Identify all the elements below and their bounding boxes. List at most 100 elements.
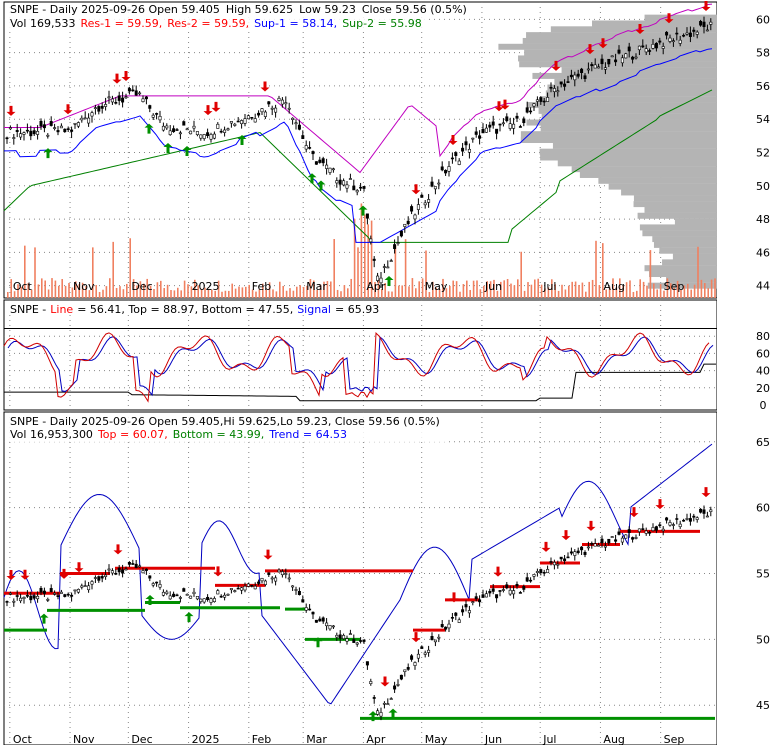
panel-2-header-text: Line [50, 303, 73, 316]
panel-1-header-legend: Sup-1 = 58.14, [254, 17, 337, 30]
candle-body [437, 182, 441, 185]
oscillator-bottom-line [4, 363, 716, 402]
candle-body [114, 102, 118, 104]
buy-signal-arrow [184, 612, 194, 623]
candle-body [8, 127, 12, 130]
sell-signal-arrow [63, 104, 73, 115]
candle-body [223, 129, 227, 133]
volume-profile-bar [520, 131, 777, 138]
candle-body [229, 588, 233, 591]
candle-body [471, 601, 475, 603]
volume-bar [262, 283, 264, 298]
candle-body [641, 528, 645, 530]
candle-body [22, 597, 26, 599]
candle-body [607, 58, 611, 65]
sell-signal-arrow [541, 541, 551, 552]
candle-body [457, 619, 461, 623]
volume-bar [384, 283, 386, 298]
volume-bar [75, 281, 77, 298]
candle-body [274, 577, 278, 582]
candle-body [148, 575, 152, 579]
volume-bar [625, 282, 628, 298]
candle-body [563, 558, 567, 562]
candle-body [508, 589, 512, 595]
volume-bar [714, 278, 716, 298]
volume-bar [455, 281, 458, 298]
panel-3-header-legend: Vol 16,953,300 [10, 428, 93, 441]
candle-body [76, 122, 80, 127]
candle-body [66, 593, 70, 596]
volume-bar [574, 281, 577, 298]
sell-signal-arrow [6, 570, 16, 581]
buy-signal-arrow [163, 142, 173, 153]
panel-3-x-tick-label: Dec [131, 733, 152, 745]
volume-bar [632, 291, 635, 298]
candle-body [668, 37, 672, 42]
candle-body [430, 181, 434, 187]
volume-bar [398, 285, 400, 298]
candle-body [542, 571, 546, 574]
volume-bar [105, 286, 108, 298]
candle-body [376, 275, 380, 281]
sell-signal-arrow [655, 499, 665, 510]
volume-bar [143, 283, 145, 298]
volume-bar [415, 288, 417, 298]
candle-body [461, 147, 465, 152]
panel-1-header-legend: Vol 169,533 [10, 17, 75, 30]
buy-signal-arrow [43, 148, 53, 159]
candle-body [338, 634, 342, 639]
candle-body [83, 585, 87, 587]
candle-body [505, 116, 509, 122]
volume-bar [690, 289, 692, 298]
candle-body [189, 130, 193, 135]
candle-body [692, 515, 696, 518]
volume-bar [510, 283, 512, 298]
volume-profile-bar [545, 90, 777, 97]
candle-body [348, 178, 352, 180]
candle-body [542, 100, 546, 103]
candle-body [437, 636, 441, 639]
panel-1-x-tick-label: Feb [252, 280, 271, 293]
candle-body [158, 116, 162, 121]
panel-3-header-background [6, 414, 446, 442]
panel-1-x-tick-label: Mar [306, 280, 327, 293]
buy-signal-arrow [307, 173, 317, 184]
sell-signal-arrow [551, 60, 561, 71]
candle-body [546, 97, 550, 102]
volume-bar [656, 289, 658, 298]
volume-bar [411, 278, 414, 298]
volume-bar [605, 289, 607, 298]
candle-body [178, 597, 182, 599]
volume-bar [353, 218, 356, 298]
candle-body [90, 581, 94, 585]
volume-bar [663, 290, 665, 298]
panel-1-y-tick-label: 48 [756, 213, 770, 226]
candle-body [600, 58, 604, 65]
volume-bar [438, 289, 441, 298]
candle-body [590, 64, 594, 67]
sell-signal-arrow [380, 676, 390, 687]
candle-body [597, 66, 601, 69]
res-line [4, 3, 713, 174]
candle-body [155, 113, 159, 115]
candle-body [365, 213, 369, 219]
volume-bar [163, 288, 165, 298]
volume-bar [435, 287, 437, 298]
candle-body [678, 523, 682, 528]
sell-signal-arrow [74, 562, 84, 573]
candle-body [138, 565, 142, 568]
candle-body [362, 186, 366, 189]
candle-body [522, 586, 526, 590]
candle-body [148, 105, 152, 109]
volume-bar [136, 285, 138, 298]
panel-3-candles [5, 505, 713, 721]
panel-3-x-tick-label: Sep [664, 733, 685, 745]
volume-bar [489, 281, 492, 298]
candle-body [488, 124, 492, 128]
candle-body [342, 180, 346, 186]
volume-bar [547, 287, 550, 298]
panel-3-header-legend: Trend = 64.53 [268, 428, 347, 441]
candle-body [624, 53, 628, 59]
candle-body [185, 128, 189, 131]
panel-3-y-tick-label: 55 [756, 568, 770, 581]
